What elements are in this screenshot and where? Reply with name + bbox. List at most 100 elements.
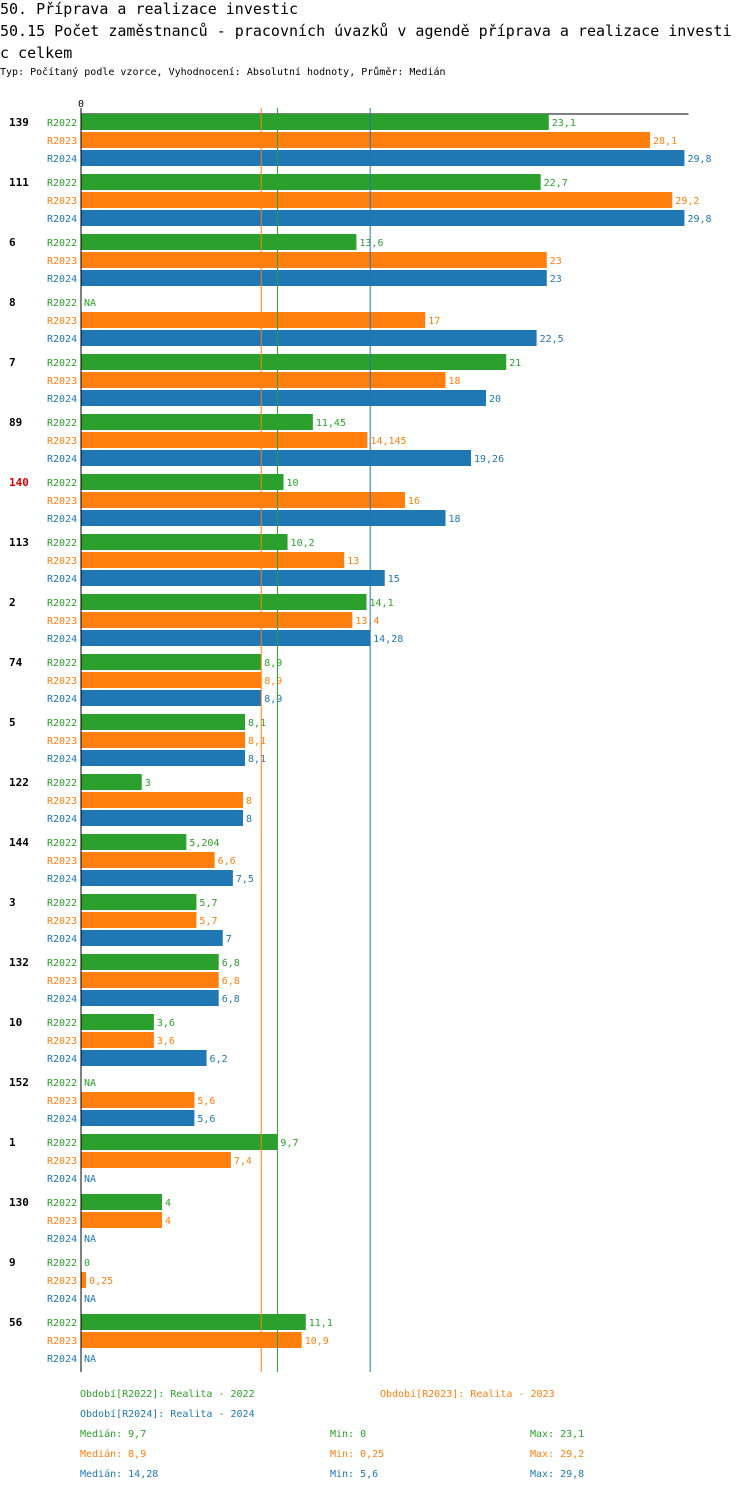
data-label: 14,1 xyxy=(370,598,394,609)
series-label: R2024 xyxy=(47,754,77,765)
series-label: R2023 xyxy=(47,196,77,207)
category-label: 5 xyxy=(9,716,16,729)
data-label: 15 xyxy=(388,574,400,585)
data-label: 21 xyxy=(509,358,521,369)
bar xyxy=(81,474,284,490)
data-label: 19,26 xyxy=(474,454,504,465)
series-label: R2024 xyxy=(47,634,77,645)
series-label: R2024 xyxy=(47,814,77,825)
data-label: 7,5 xyxy=(236,874,254,885)
bar xyxy=(81,432,368,448)
category-label: 3 xyxy=(9,896,16,909)
data-label: 18 xyxy=(449,376,461,387)
series-label: R2022 xyxy=(47,418,77,429)
category-label: 144 xyxy=(9,836,29,849)
data-label: 8,9 xyxy=(264,676,282,687)
data-label: NA xyxy=(84,298,96,309)
series-label: R2024 xyxy=(47,1294,77,1305)
legend-period-2023: Období[R2023]: Realita - 2023 xyxy=(380,1389,555,1400)
bar xyxy=(81,552,345,568)
category-label: 140 xyxy=(9,476,29,489)
series-label: R2023 xyxy=(47,556,77,567)
category-label: 8 xyxy=(9,296,16,309)
bar xyxy=(81,792,243,808)
stat-median-2022: Medián: 9,7 xyxy=(80,1429,147,1440)
bar xyxy=(81,750,246,766)
series-label: R2024 xyxy=(47,334,77,345)
data-label: 13,4 xyxy=(355,616,379,627)
data-label: 5,7 xyxy=(199,898,217,909)
stat-min-2022: Min: 0 xyxy=(330,1429,367,1440)
bar xyxy=(81,492,405,508)
data-label: 10,9 xyxy=(305,1336,329,1347)
series-label: R2022 xyxy=(47,358,77,369)
series-label: R2022 xyxy=(47,178,77,189)
bar xyxy=(81,732,246,748)
bar xyxy=(81,852,215,868)
series-label: R2022 xyxy=(47,478,77,489)
bar xyxy=(81,714,246,730)
data-label: 6,8 xyxy=(222,976,240,987)
series-label: R2023 xyxy=(47,616,77,627)
bar xyxy=(81,1014,154,1030)
data-label: 9,7 xyxy=(280,1138,298,1149)
data-label: 4 xyxy=(165,1216,171,1227)
category-label: 6 xyxy=(9,236,16,249)
series-label: R2022 xyxy=(47,118,77,129)
series-label: R2024 xyxy=(47,454,77,465)
data-label: 4 xyxy=(165,1198,171,1209)
series-label: R2023 xyxy=(47,736,77,747)
legend-period-2022: Období[R2022]: Realita - 2022 xyxy=(80,1389,255,1400)
series-label: R2023 xyxy=(47,436,77,447)
data-label: 10,2 xyxy=(291,538,315,549)
data-label: 13 xyxy=(347,556,359,567)
stat-min-2023: Min: 0,25 xyxy=(330,1449,385,1460)
series-label: R2022 xyxy=(47,298,77,309)
series-label: R2023 xyxy=(47,1096,77,1107)
data-label: 5,6 xyxy=(197,1114,215,1125)
data-label: 29,8 xyxy=(687,214,711,225)
series-label: R2022 xyxy=(47,778,77,789)
bar xyxy=(81,1314,306,1330)
bar xyxy=(81,930,223,946)
data-label: 8 xyxy=(246,814,252,825)
data-label: 8,1 xyxy=(248,718,266,729)
data-label: 6,8 xyxy=(222,958,240,969)
data-label: 28,1 xyxy=(653,136,677,147)
bar xyxy=(81,174,541,190)
bar xyxy=(81,312,426,328)
series-label: R2024 xyxy=(47,514,77,525)
series-label: R2023 xyxy=(47,976,77,987)
series-label: R2024 xyxy=(47,994,77,1005)
data-label: 18 xyxy=(449,514,461,525)
data-label: NA xyxy=(84,1294,96,1305)
data-label: NA xyxy=(84,1174,96,1185)
category-label: 10 xyxy=(9,1016,22,1029)
series-label: R2024 xyxy=(47,694,77,705)
bar xyxy=(81,672,262,688)
series-label: R2022 xyxy=(47,1078,77,1089)
series-label: R2024 xyxy=(47,1174,77,1185)
bar xyxy=(81,954,219,970)
data-label: 29,2 xyxy=(675,196,699,207)
category-label: 2 xyxy=(9,596,16,609)
data-label: 7,4 xyxy=(234,1156,252,1167)
bar xyxy=(81,570,385,586)
bar xyxy=(81,912,197,928)
bar xyxy=(81,1194,162,1210)
data-label: 3,6 xyxy=(157,1036,175,1047)
data-label: 8 xyxy=(246,796,252,807)
data-label: 23 xyxy=(550,256,562,267)
data-label: 22,5 xyxy=(540,334,564,345)
series-label: R2023 xyxy=(47,256,77,267)
data-label: 14,145 xyxy=(370,436,406,447)
bar xyxy=(81,1134,278,1150)
bar xyxy=(81,594,367,610)
data-label: 6,6 xyxy=(218,856,236,867)
data-label: NA xyxy=(84,1354,96,1365)
series-label: R2023 xyxy=(47,1156,77,1167)
stat-median-2023: Medián: 8,9 xyxy=(80,1449,147,1460)
bar xyxy=(81,270,547,286)
data-label: 3,6 xyxy=(157,1018,175,1029)
series-label: R2024 xyxy=(47,574,77,585)
